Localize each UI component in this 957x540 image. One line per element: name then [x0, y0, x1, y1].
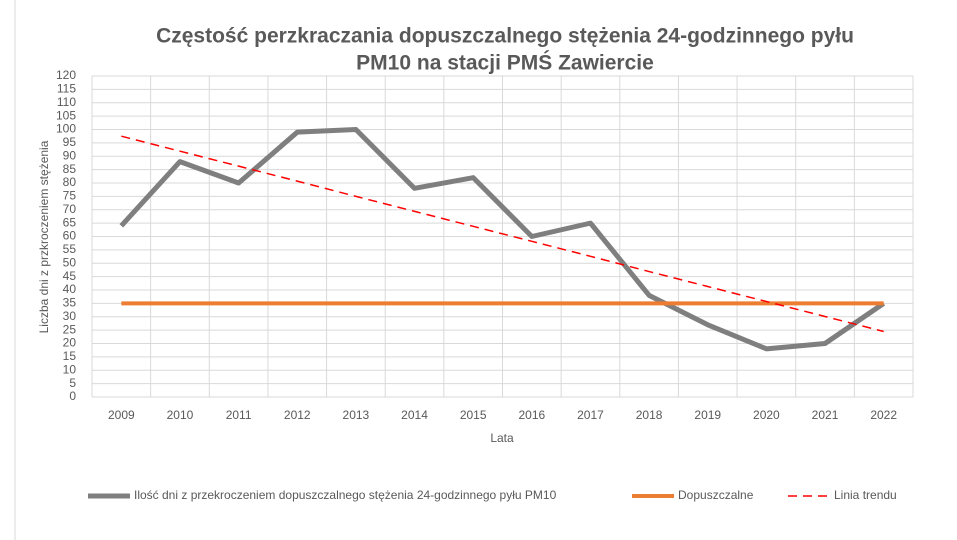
chart-title: PM10 na stacji PMŚ Zawiercie: [356, 51, 654, 75]
series-line: [121, 135, 884, 333]
legend-label: Dopuszczalne: [678, 488, 754, 502]
x-tick-label: 2010: [167, 408, 194, 422]
y-tick-label: 80: [63, 175, 77, 189]
y-tick-label: 105: [56, 108, 76, 122]
y-tick-label: 95: [63, 135, 77, 149]
y-tick-label: 110: [57, 95, 76, 109]
y-tick-label: 30: [63, 309, 77, 323]
x-tick-label: 2009: [108, 408, 135, 422]
chart-title: Częstość perzkraczania dopuszczalnego st…: [156, 25, 854, 48]
y-tick-label: 10: [63, 362, 77, 376]
x-tick-label: 2020: [753, 408, 780, 422]
y-tick-label: 0: [69, 389, 76, 403]
x-tick-label: 2019: [694, 408, 721, 422]
legend-label: Ilość dni z przekroczeniem dopuszczalneg…: [134, 488, 557, 502]
y-tick-label: 5: [69, 376, 76, 390]
y-tick-label: 35: [63, 296, 77, 310]
y-tick-label: 25: [63, 322, 77, 336]
y-tick-label: 120: [56, 68, 76, 82]
y-axis-label: Liczba dni z przkroczeniem stężenia: [37, 140, 51, 333]
y-tick-label: 60: [63, 229, 77, 243]
y-tick-label: 40: [63, 282, 77, 296]
y-tick-label: 115: [57, 82, 76, 96]
y-tick-label: 100: [56, 122, 76, 136]
series-line: [119, 127, 886, 352]
y-tick-label: 85: [63, 162, 77, 176]
y-tick-label: 20: [63, 336, 77, 350]
y-tick-label: 50: [63, 255, 77, 269]
x-tick-label: 2011: [226, 408, 252, 422]
x-tick-label: 2022: [870, 408, 897, 422]
y-tick-label: 65: [63, 215, 77, 229]
y-tick-label: 90: [63, 148, 77, 162]
x-tick-label: 2014: [401, 408, 428, 422]
y-tick-label: 55: [63, 242, 77, 256]
x-tick-label: 2015: [460, 408, 487, 422]
x-tick-label: 2017: [577, 408, 604, 422]
x-tick-label: 2018: [636, 408, 663, 422]
x-axis-label: Lata: [490, 431, 514, 445]
y-tick-label: 45: [63, 269, 77, 283]
y-tick-label: 15: [63, 349, 77, 363]
y-tick-label: 75: [63, 189, 77, 203]
x-tick-label: 2013: [343, 408, 370, 422]
x-tick-label: 2012: [284, 408, 311, 422]
y-tick-label: 70: [63, 202, 77, 216]
legend-label: Linia trendu: [834, 488, 897, 502]
x-tick-label: 2016: [518, 408, 545, 422]
x-tick-label: 2021: [812, 408, 839, 422]
